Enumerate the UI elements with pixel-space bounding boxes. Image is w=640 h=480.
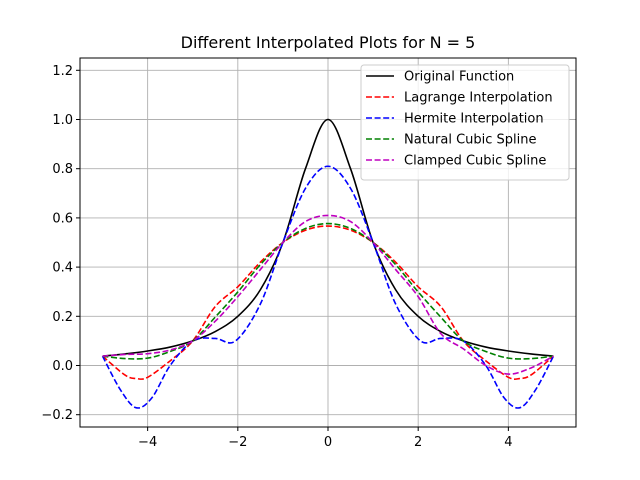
series-lines: [101, 118, 555, 409]
y-tick-label: 0.0: [52, 359, 73, 374]
y-tick-label: −0.2: [41, 408, 73, 423]
axis-ticks: −4 −2 0 2 4 −0.2 0.0 0.2 0.4 0.6 0.8 1.0 1.2: [41, 64, 512, 450]
x-tick-label: −4: [138, 435, 157, 450]
y-tick-label: 1.2: [52, 64, 73, 79]
legend: Original Function Lagrange Interpolation H…: [360, 64, 570, 181]
x-tick-label: 4: [504, 435, 512, 450]
legend-label-hermite-interpolation: Hermite Interpolation: [404, 112, 544, 127]
y-tick-label: 0.4: [52, 261, 73, 276]
legend-label-original-function: Original Function: [404, 70, 514, 85]
series-line-clamped-cubic-spline: [102, 214, 554, 375]
x-tick-label: 2: [414, 435, 422, 450]
chart-title: Different Interpolated Plots for N = 5: [181, 33, 476, 52]
legend-label-lagrange-interpolation: Lagrange Interpolation: [404, 91, 553, 106]
legend-box: [360, 64, 570, 181]
y-tick-label: 1.0: [52, 113, 73, 128]
series-line-original-function: [102, 118, 554, 357]
series-line-lagrange-interpolation: [102, 225, 554, 380]
x-tick-label: 0: [324, 435, 332, 450]
legend-label-clamped-cubic-spline: Clamped Cubic Spline: [404, 154, 546, 169]
series-line-hermite-interpolation: [101, 165, 555, 409]
y-tick-label: 0.2: [52, 310, 73, 325]
x-tick-label: −2: [228, 435, 247, 450]
series-line-natural-cubic-spline: [102, 222, 554, 360]
y-tick-label: 0.8: [52, 162, 73, 177]
y-tick-label: 0.6: [52, 211, 73, 226]
legend-label-natural-cubic-spline: Natural Cubic Spline: [404, 133, 537, 148]
